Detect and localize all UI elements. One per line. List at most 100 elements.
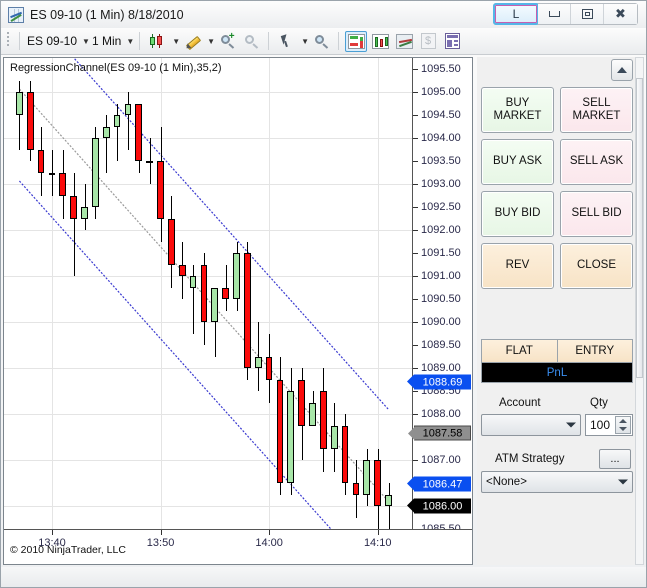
quantity-stepper[interactable]: 100 bbox=[585, 414, 633, 436]
atm-browse-button[interactable]: ... bbox=[599, 449, 631, 469]
time-axis[interactable]: 13:40 13:50 14:00 14:10 bbox=[4, 529, 472, 564]
collapse-panel-button[interactable] bbox=[611, 59, 633, 81]
candle-up bbox=[287, 391, 295, 484]
instrument-chevron-down-icon[interactable]: ▼ bbox=[82, 36, 90, 46]
price-tick-label: 1095.50 bbox=[421, 63, 461, 76]
spinner-up-icon[interactable] bbox=[619, 419, 627, 423]
drawing-tools-icon bbox=[185, 34, 200, 49]
candlestick-type-button[interactable] bbox=[146, 31, 168, 52]
properties-icon bbox=[444, 33, 460, 49]
zoom-in-button[interactable]: + bbox=[216, 31, 238, 52]
data-series-icon bbox=[347, 33, 365, 49]
scrollbar-thumb[interactable] bbox=[636, 78, 643, 378]
qty-value: 100 bbox=[590, 418, 611, 432]
candle-wick bbox=[19, 80, 20, 150]
zoom-out-button[interactable] bbox=[240, 31, 262, 52]
chart-style-button[interactable] bbox=[393, 31, 415, 52]
time-tick bbox=[377, 530, 379, 535]
cursor-tool-button[interactable] bbox=[275, 31, 297, 52]
sell-ask-button[interactable]: SELL ASK bbox=[560, 139, 633, 185]
candle-down bbox=[26, 92, 34, 150]
chart-panel[interactable]: RegressionChannel(ES 09-10 (1 Min),35,2)… bbox=[3, 57, 473, 565]
price-plot-area[interactable] bbox=[4, 58, 412, 529]
candle-up bbox=[124, 103, 132, 116]
atm-strategy-dropdown[interactable]: <None> bbox=[481, 471, 633, 493]
close-position-button[interactable]: CLOSE bbox=[560, 243, 633, 289]
maximize-button[interactable] bbox=[571, 4, 604, 24]
close-button[interactable]: ✖ bbox=[604, 4, 637, 24]
regression-channel-lower bbox=[18, 180, 332, 529]
price-tick-label: 1088.00 bbox=[421, 408, 461, 421]
candle-down bbox=[244, 253, 251, 369]
indicators-icon bbox=[371, 33, 389, 49]
toolbar-grip[interactable] bbox=[5, 32, 11, 50]
buy-market-button[interactable]: BUY MARKET bbox=[481, 87, 554, 133]
reverse-button[interactable]: REV bbox=[481, 243, 554, 289]
magnifier-button[interactable] bbox=[310, 31, 332, 52]
price-tick-label: 1089.00 bbox=[421, 362, 461, 375]
candle-down bbox=[70, 195, 78, 219]
gridline-vertical bbox=[52, 58, 53, 529]
price-tick bbox=[413, 115, 418, 117]
dollar-button[interactable]: $ bbox=[417, 31, 439, 52]
instrument-selector[interactable]: ES 09-10 bbox=[27, 34, 78, 48]
candle-down bbox=[135, 103, 143, 162]
regression-channel-middle bbox=[18, 88, 390, 502]
price-tick bbox=[413, 138, 418, 140]
minimize-icon bbox=[548, 11, 560, 17]
candle-wick bbox=[52, 149, 53, 196]
candle-wick bbox=[128, 92, 129, 150]
minimize-button[interactable] bbox=[538, 4, 571, 24]
buy-bid-button[interactable]: BUY BID bbox=[481, 191, 554, 237]
drawing-tools-button[interactable] bbox=[181, 31, 203, 52]
entry-button[interactable]: ENTRY bbox=[557, 339, 633, 363]
atm-strategy-label: ATM Strategy bbox=[495, 453, 565, 465]
price-tick bbox=[413, 161, 418, 163]
sell-bid-button[interactable]: SELL BID bbox=[560, 191, 633, 237]
drawing-chevron-down-icon[interactable]: ▼ bbox=[207, 36, 216, 46]
interval-chevron-down-icon[interactable]: ▼ bbox=[126, 36, 135, 46]
candle-down bbox=[341, 425, 349, 484]
indicators-button[interactable] bbox=[369, 31, 391, 52]
candle-up bbox=[211, 287, 219, 323]
gridline-horizontal bbox=[4, 138, 412, 140]
candlestick-chevron-down-icon[interactable]: ▼ bbox=[172, 36, 181, 46]
account-dropdown[interactable] bbox=[481, 414, 581, 436]
candle-wick bbox=[226, 264, 227, 311]
data-series-button[interactable] bbox=[345, 30, 367, 52]
time-tick bbox=[269, 530, 271, 535]
candle-wick bbox=[117, 103, 118, 162]
magnifier-icon bbox=[314, 34, 329, 49]
candle-down bbox=[59, 172, 67, 196]
price-tick-label: 1094.00 bbox=[421, 132, 461, 145]
last-price-marker: 1086.00 bbox=[407, 498, 471, 514]
pnl-display: PnL bbox=[481, 363, 633, 383]
ask-price-marker: 1088.69 bbox=[407, 374, 471, 390]
flat-button[interactable]: FLAT bbox=[481, 339, 558, 363]
buy-ask-button[interactable]: BUY ASK bbox=[481, 139, 554, 185]
price-tick bbox=[413, 391, 418, 393]
chevron-down-icon bbox=[618, 479, 628, 485]
cursor-chevron-down-icon[interactable]: ▼ bbox=[301, 36, 309, 46]
link-button[interactable]: L bbox=[493, 3, 539, 25]
cursor-tool-icon bbox=[279, 34, 293, 48]
candle-up bbox=[113, 115, 121, 127]
price-tick-label: 1090.50 bbox=[421, 293, 461, 306]
price-tick-label: 1095.00 bbox=[421, 86, 461, 99]
gridline-horizontal bbox=[4, 276, 412, 278]
properties-button[interactable] bbox=[441, 31, 463, 52]
price-axis[interactable]: 1095.50 1095.00 1094.50 1094.00 1093.50 1093.… bbox=[407, 58, 472, 535]
chart-style-icon bbox=[395, 33, 413, 49]
candle-down bbox=[37, 149, 45, 173]
panel-scrollbar[interactable] bbox=[635, 57, 644, 565]
interval-selector[interactable]: 1 Min bbox=[91, 34, 122, 48]
price-tick bbox=[413, 322, 418, 324]
time-tick-label: 14:10 bbox=[363, 537, 392, 549]
sell-market-button[interactable]: SELL MARKET bbox=[560, 87, 633, 133]
price-tick-label: 1093.00 bbox=[421, 178, 461, 191]
candle-up bbox=[309, 402, 316, 426]
spinner-down-icon[interactable] bbox=[619, 427, 627, 431]
qty-spinner[interactable] bbox=[615, 416, 631, 434]
candle-up bbox=[146, 161, 154, 164]
